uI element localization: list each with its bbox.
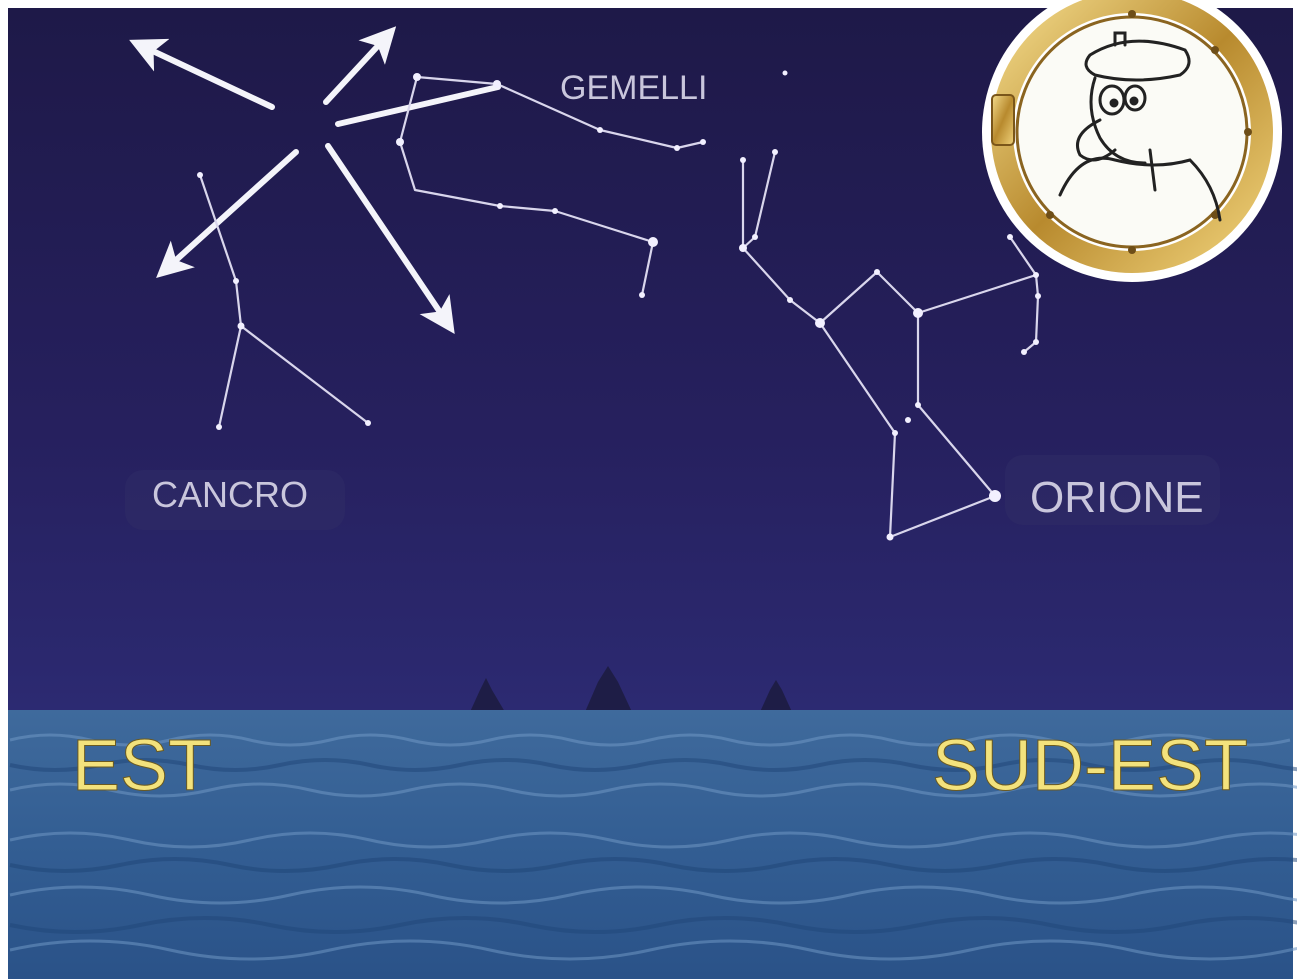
direction-label: SUD-EST <box>932 726 1248 806</box>
constellation-label: GEMELLI <box>560 69 707 107</box>
constellation-label: CANCRO <box>152 474 308 515</box>
direction-label: EST <box>72 726 212 806</box>
page: GEMELLI CANCRO ORIONE EST SUD-EST <box>0 0 1297 979</box>
scene: GEMELLI CANCRO ORIONE EST SUD-EST <box>0 0 1297 979</box>
constellation-label: ORIONE <box>1030 473 1204 522</box>
